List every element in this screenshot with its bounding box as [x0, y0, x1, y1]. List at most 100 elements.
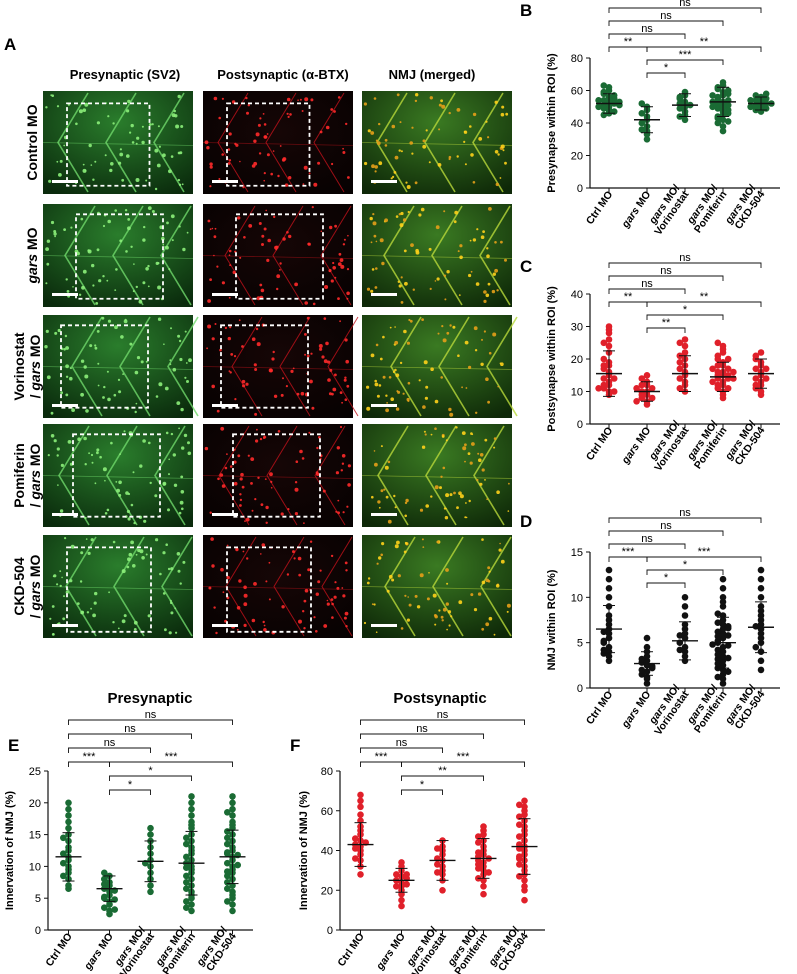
- significance-bracket: [608, 262, 762, 268]
- synaptic-punctum: [46, 239, 51, 243]
- horizontal-myoseptum: [202, 142, 354, 146]
- synaptic-punctum: [54, 235, 56, 238]
- synaptic-punctum: [442, 466, 446, 470]
- synaptic-punctum: [162, 551, 166, 555]
- data-point: [398, 859, 405, 866]
- synaptic-punctum: [260, 553, 262, 555]
- significance-bracket: [608, 288, 686, 294]
- x-group-label: Ctrl MO: [584, 689, 616, 727]
- synaptic-punctum: [94, 160, 97, 163]
- synaptic-punctum: [114, 325, 118, 330]
- data-point: [60, 872, 67, 880]
- synaptic-punctum: [45, 247, 49, 252]
- synaptic-punctum: [208, 586, 212, 590]
- synaptic-punctum: [434, 623, 437, 626]
- data-point: [188, 901, 195, 908]
- synaptic-punctum: [383, 488, 386, 491]
- significance-label: ns: [145, 709, 157, 721]
- synaptic-punctum: [464, 460, 466, 463]
- data-point: [60, 850, 67, 857]
- synaptic-punctum: [284, 183, 289, 187]
- synaptic-punctum: [90, 607, 92, 610]
- synaptic-punctum: [83, 365, 87, 369]
- significance-bracket: [608, 517, 762, 523]
- synaptic-punctum: [499, 177, 502, 179]
- y-axis-label-group: Presynapse within ROI (%): [546, 53, 558, 193]
- x-group-label-line: gars MO: [619, 689, 654, 731]
- y-axis-label-group: Innervation of NMJ (%): [4, 791, 16, 911]
- synaptic-punctum: [182, 247, 186, 252]
- synaptic-punctum: [124, 209, 128, 212]
- synaptic-punctum: [123, 430, 126, 433]
- synaptic-punctum: [106, 508, 110, 512]
- synaptic-punctum: [276, 287, 279, 291]
- data-point: [188, 907, 195, 915]
- synaptic-punctum: [487, 136, 490, 139]
- significance-label: ***: [83, 751, 97, 763]
- synaptic-punctum: [56, 105, 60, 108]
- synaptic-punctum: [440, 376, 444, 379]
- data-point: [709, 103, 716, 111]
- segment-boundary: [153, 92, 185, 193]
- synaptic-punctum: [72, 286, 74, 288]
- synaptic-punctum: [229, 264, 232, 267]
- synaptic-punctum: [387, 460, 391, 464]
- synaptic-punctum: [137, 548, 141, 553]
- synaptic-punctum: [79, 580, 83, 583]
- synaptic-punctum: [468, 365, 472, 369]
- synaptic-punctum: [409, 319, 413, 323]
- synaptic-punctum: [145, 179, 148, 182]
- row-label-line: CKD-504: [11, 557, 27, 616]
- synaptic-punctum: [464, 163, 467, 166]
- synaptic-punctum: [238, 579, 242, 583]
- data-point: [600, 362, 608, 369]
- synaptic-punctum: [449, 493, 453, 497]
- synaptic-punctum: [395, 407, 400, 411]
- synaptic-punctum: [469, 125, 472, 128]
- synaptic-punctum: [52, 633, 55, 636]
- synaptic-punctum: [269, 472, 273, 477]
- row-label-line: Control MO: [24, 104, 40, 180]
- synaptic-punctum: [162, 153, 166, 158]
- data-point: [224, 885, 231, 892]
- synaptic-punctum: [399, 223, 404, 228]
- data-point: [475, 849, 482, 856]
- data-point: [719, 79, 727, 86]
- synaptic-punctum: [299, 449, 303, 454]
- scale-bar: [212, 404, 238, 407]
- synaptic-punctum: [90, 453, 94, 457]
- data-point: [183, 879, 190, 886]
- synaptic-punctum: [167, 508, 170, 512]
- synaptic-punctum: [128, 552, 133, 557]
- data-point: [714, 633, 722, 640]
- data-point: [719, 585, 727, 592]
- synaptic-punctum: [118, 480, 122, 485]
- synaptic-punctum: [286, 573, 290, 576]
- row-label-line: Pomiferin: [11, 443, 27, 508]
- data-point: [757, 575, 765, 583]
- synaptic-punctum: [65, 278, 68, 281]
- synaptic-punctum: [495, 584, 500, 588]
- synaptic-punctum: [476, 228, 479, 231]
- synaptic-punctum: [396, 93, 400, 97]
- data-point: [714, 646, 722, 654]
- synaptic-punctum: [481, 627, 485, 631]
- synaptic-punctum: [102, 224, 106, 228]
- synaptic-punctum: [486, 247, 489, 250]
- synaptic-punctum: [57, 484, 59, 486]
- synaptic-punctum: [347, 464, 351, 468]
- synaptic-punctum: [319, 130, 323, 134]
- synaptic-punctum: [485, 120, 488, 123]
- synaptic-punctum: [241, 345, 244, 348]
- micrograph-merged-3: [361, 424, 513, 527]
- synaptic-punctum: [50, 220, 55, 225]
- synaptic-punctum: [497, 385, 500, 388]
- synaptic-punctum: [177, 569, 181, 573]
- synaptic-punctum: [502, 149, 505, 152]
- synaptic-punctum: [445, 568, 449, 572]
- synaptic-punctum: [274, 245, 278, 250]
- synaptic-punctum: [226, 575, 230, 580]
- segment-boundary: [113, 536, 145, 637]
- synaptic-punctum: [260, 288, 265, 293]
